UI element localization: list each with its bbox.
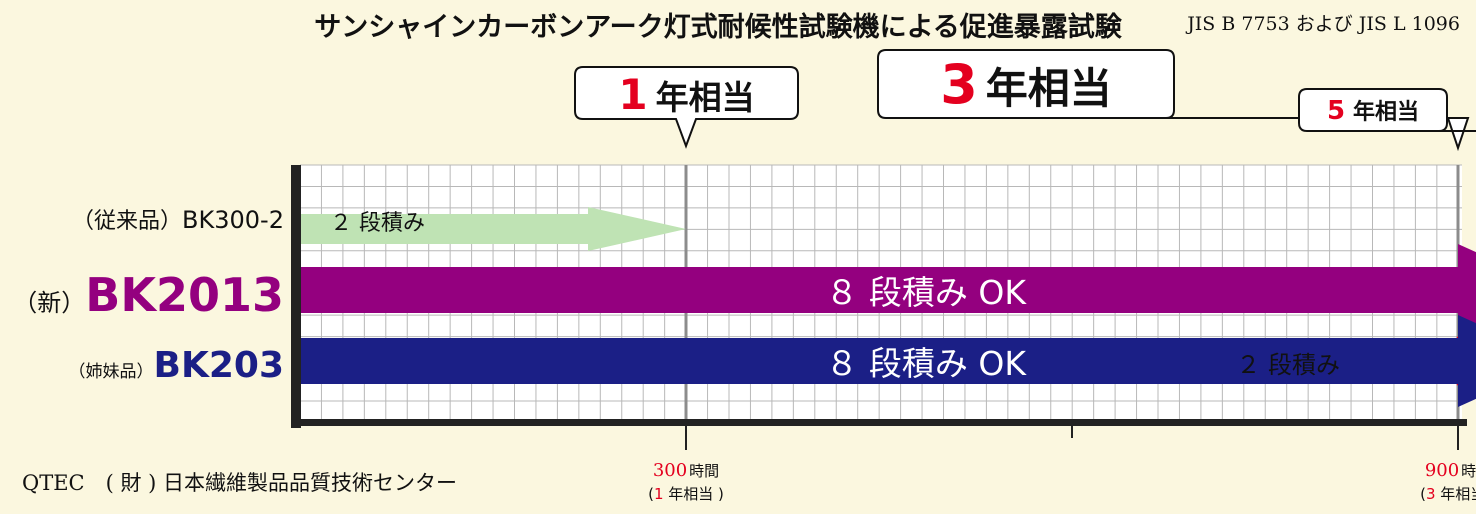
x-tick-sub-open: ( — [1420, 485, 1426, 503]
series-prefix: （姉妹品） — [69, 362, 154, 382]
series-label: （新）BK2013 — [13, 268, 284, 322]
standard-label: JIS B 7753 および JIS L 1096 — [1185, 13, 1460, 35]
series-name-bk300-2: BK300-2 — [182, 206, 284, 234]
bar-label-bk203-extension: ２ 段積み — [1236, 351, 1340, 379]
callout-label: 3 年相当 — [940, 53, 1112, 116]
x-tick-unit: 時間 — [689, 462, 719, 480]
chart-bars: ２ 段積み ８ 段積み OK ８ 段積み OK ２ 段積み — [300, 207, 1476, 407]
series-label: （従来品）BK300-2 — [72, 206, 284, 234]
series-label: （姉妹品）BK203 — [69, 345, 284, 386]
bar-label-bk203: ８ 段積み OK — [825, 344, 1027, 383]
x-tick-value: 900 — [1425, 460, 1459, 481]
x-tick-sub-text: 年相当 ) — [1436, 485, 1476, 503]
callout-label: 5 年相当 — [1327, 96, 1419, 126]
callout-bubble — [877, 49, 1470, 152]
callout-text: 年相当 — [656, 78, 755, 117]
bar-bk2013 — [300, 244, 1476, 336]
callout-label: 1 年相当 — [618, 70, 754, 119]
callout-bubble — [574, 66, 799, 149]
bar-label-bk300-2: ２ 段積み — [330, 211, 425, 236]
callout-bubble — [1298, 88, 1476, 132]
series-name-bk2013: BK2013 — [85, 268, 284, 322]
callout-number: 1 — [618, 70, 647, 119]
footer-org: QTEC ( 財 ) 日本繊維製品品質技術センター — [22, 471, 457, 495]
x-tick-sub-num: 3 — [1426, 485, 1436, 503]
chart-axes — [291, 165, 1467, 450]
x-tick-sub-num: 1 — [654, 485, 664, 503]
x-axis — [291, 419, 1467, 426]
series-prefix: （新） — [13, 289, 85, 317]
x-tick-sub-open: ( — [648, 485, 654, 503]
callout-text: 年相当 — [1353, 99, 1419, 125]
chart-callouts: 1 年相当 3 年相当 5 年相当 — [574, 49, 1476, 152]
x-tick-label: 900時間 — [1425, 460, 1476, 481]
x-tick-sub-text: 年相当 ) — [664, 485, 724, 503]
x-tick-value: 300 — [653, 460, 687, 481]
x-tick-sublabel: (1 年相当 ) — [648, 485, 724, 503]
x-tick-unit: 時間 — [1461, 462, 1476, 480]
series-name-bk203: BK203 — [154, 345, 284, 386]
x-tick-sublabel: (3 年相当 ) — [1420, 485, 1476, 503]
bar-bk300-2 — [300, 207, 686, 251]
callout-number: 5 — [1327, 96, 1345, 126]
chart-title: サンシャインカーボンアーク灯式耐候性試験機による促進暴露試験 — [314, 11, 1123, 43]
y-axis — [291, 165, 301, 428]
callout-text: 年相当 — [986, 64, 1112, 113]
bar-bk203 — [300, 315, 1476, 407]
bar-label-bk2013: ８ 段積み OK — [825, 273, 1027, 312]
callout-number: 3 — [940, 53, 978, 116]
x-tick-label: 300 時間 — [653, 460, 719, 481]
series-prefix: （従来品） — [72, 209, 182, 234]
